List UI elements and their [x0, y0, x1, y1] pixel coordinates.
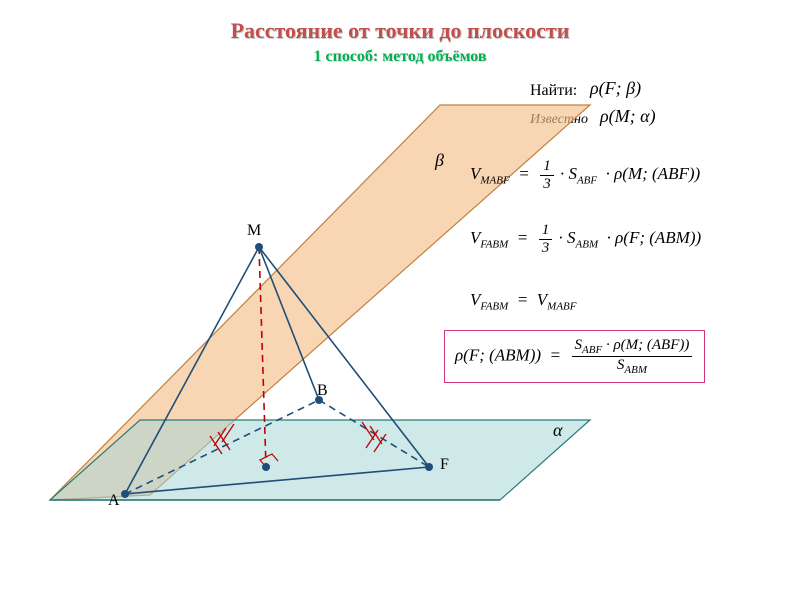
formula-vmabf: VMABF = 13 · SABF · ρ(M; (ABF)): [470, 158, 700, 192]
point-M: [255, 243, 263, 251]
label-alpha: α: [553, 420, 562, 441]
formula-result-box: ρ(F; (ABM)) = SABF · ρ(M; (ABF)) SABM: [444, 330, 705, 383]
point-H: [262, 463, 270, 471]
label-A: A: [108, 492, 120, 510]
label-F: F: [440, 456, 449, 474]
label-B: B: [317, 382, 328, 400]
label-beta: β: [435, 150, 444, 171]
formula-vfabm: VFABM = 13 · SABM · ρ(F; (ABM)): [470, 222, 701, 256]
plane-alpha: [50, 420, 590, 500]
point-F: [425, 463, 433, 471]
geometry-diagram: [0, 0, 800, 600]
point-A: [121, 490, 129, 498]
label-M: M: [247, 222, 261, 240]
formula-equal-volumes: VFABM = VMABF: [470, 290, 577, 312]
